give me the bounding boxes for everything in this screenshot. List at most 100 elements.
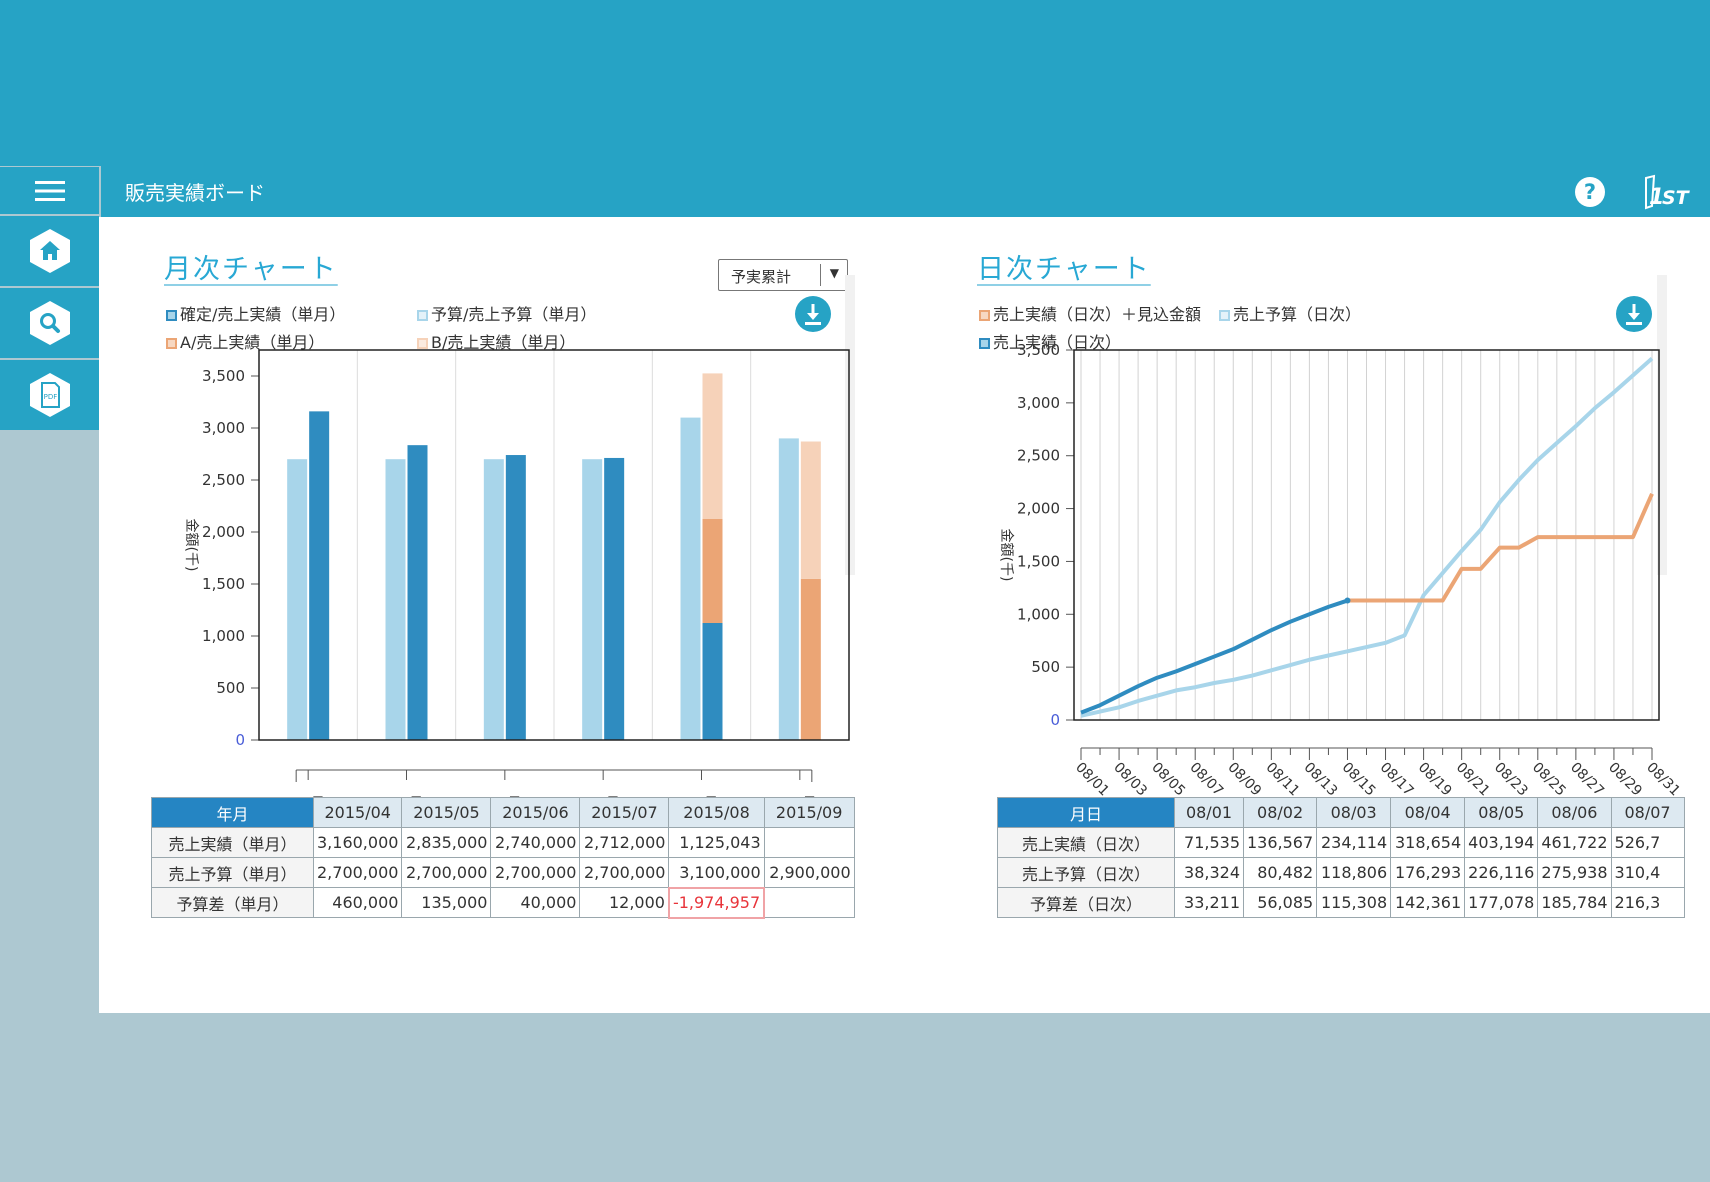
table-cell: 38,324 xyxy=(1174,857,1244,888)
monthly-chart-title: 月次チャート xyxy=(164,254,338,285)
bar-actual xyxy=(702,623,723,740)
monthly-col-header: 2015/08 xyxy=(668,797,765,828)
y-tick-label: 3,500 xyxy=(202,367,245,385)
row-header: 予算差（日次） xyxy=(997,887,1175,918)
monthly-legend-budget[interactable]: 予算/売上予算（単月） xyxy=(417,301,596,325)
top-band xyxy=(0,0,1710,166)
table-cell: 2,700,000 xyxy=(490,857,581,888)
x-tick-label: 08/13 xyxy=(1301,760,1341,800)
table-cell: 1,125,043 xyxy=(668,827,765,858)
table-cell: 33,211 xyxy=(1174,887,1244,918)
negative-cell: -1,974,957 xyxy=(667,886,766,919)
daily-download-icon[interactable] xyxy=(1615,295,1653,333)
help-icon[interactable]: ? xyxy=(1574,176,1606,208)
table-cell: 185,784 xyxy=(1537,887,1612,918)
table-cell: 177,078 xyxy=(1464,887,1539,918)
pdf-icon-label: PDF xyxy=(43,393,57,401)
table-cell: 40,000 xyxy=(490,887,581,918)
daily-scrollbar[interactable] xyxy=(1657,275,1667,575)
sidebar: PDF xyxy=(0,166,99,432)
daily-legend-actual[interactable]: 売上実績（日次） xyxy=(979,329,1121,353)
table-cell: 142,361 xyxy=(1390,887,1466,918)
table-cell: 2,740,000 xyxy=(490,827,581,858)
y-tick-label: 1,500 xyxy=(202,575,245,593)
x-tick-label: 08/09 xyxy=(1224,760,1264,800)
x-tick-label: 08/31 xyxy=(1643,760,1683,800)
monthly-table-corner: 年月 xyxy=(151,797,314,828)
monthly-legend-b[interactable]: B/売上実績（単月） xyxy=(417,329,575,353)
x-tick-label: 08/15 xyxy=(1339,760,1379,800)
hamburger-icon xyxy=(34,180,65,201)
daily-col-header: 08/05 xyxy=(1464,797,1539,828)
daily-table-viewport[interactable]: 月日 08/01 08/02 08/03 08/04 08/05 08/06 0… xyxy=(997,797,1710,937)
monthly-legend-actual[interactable]: 確定/売上実績（単月） xyxy=(166,301,345,325)
y-tick-label: 2,000 xyxy=(1017,500,1060,518)
x-tick-label: 08/17 xyxy=(1377,760,1417,800)
monthly-chart: 05001,0001,5002,0002,5003,0003,500金額(千)0… xyxy=(183,349,850,812)
table-cell: 526,7 xyxy=(1610,827,1685,858)
x-tick-label: 08/01 xyxy=(1072,760,1112,800)
y-tick-label: 2,500 xyxy=(1017,447,1060,465)
table-cell: 2,835,000 xyxy=(401,827,492,858)
bar-budget xyxy=(385,459,406,740)
y-tick-label: 2,500 xyxy=(202,471,245,489)
daily-col-header: 08/04 xyxy=(1390,797,1466,828)
y-tick-label: 1,500 xyxy=(1017,552,1060,570)
menu-button[interactable] xyxy=(0,166,99,216)
y-tick-label: 0 xyxy=(235,731,245,749)
monthly-scrollbar[interactable] xyxy=(845,275,855,575)
monthly-col-header: 2015/06 xyxy=(490,797,581,828)
table-row: 予算差（単月） 460,000 135,000 40,000 12,000 -1… xyxy=(151,886,855,919)
daily-col-header: 08/03 xyxy=(1316,797,1392,828)
brand-logo: 1 ST xyxy=(1645,174,1691,210)
search-button[interactable] xyxy=(0,288,99,360)
daily-table: 月日 08/01 08/02 08/03 08/04 08/05 08/06 0… xyxy=(997,797,1685,918)
daily-legend-forecast[interactable]: 売上実績（日次）＋見込金額 xyxy=(979,301,1201,325)
table-cell: 460,000 xyxy=(312,887,403,918)
mode-dropdown[interactable]: 予実累計 ▼ xyxy=(718,259,848,291)
home-button[interactable] xyxy=(0,216,99,288)
daily-legend-budget[interactable]: 売上予算（日次） xyxy=(1219,301,1361,325)
bar-budget xyxy=(483,459,504,740)
bar-a xyxy=(800,578,821,740)
table-cell: 2,700,000 xyxy=(312,857,403,888)
table-cell: 310,4 xyxy=(1610,857,1685,888)
table-cell: 2,900,000 xyxy=(763,857,855,888)
table-cell: 136,567 xyxy=(1242,827,1318,858)
table-cell: 2,700,000 xyxy=(401,857,492,888)
table-cell xyxy=(763,827,855,858)
row-header: 予算差（単月） xyxy=(151,887,314,918)
pdf-button[interactable]: PDF xyxy=(0,360,99,432)
monthly-download-icon[interactable] xyxy=(794,295,832,333)
monthly-col-header: 2015/07 xyxy=(579,797,670,828)
home-icon xyxy=(29,229,70,273)
x-tick-label: 08/21 xyxy=(1453,760,1493,800)
daily-chart-title: 日次チャート xyxy=(977,254,1151,285)
monthly-col-header: 2015/05 xyxy=(401,797,492,828)
line-budget xyxy=(1080,356,1654,718)
monthly-legend-a[interactable]: A/売上実績（単月） xyxy=(166,329,324,353)
daily-chart: 0 500 1,000 1,500 2,000 2,500 3,000 3,500 金額(千) 0… xyxy=(998,341,1683,799)
table-cell: 275,938 xyxy=(1537,857,1612,888)
actual-end-point xyxy=(1344,597,1351,604)
plot-frame xyxy=(1073,349,1660,721)
table-cell: 56,085 xyxy=(1242,887,1318,918)
table-row: 売上予算（単月） 2,700,000 2,700,000 2,700,000 2… xyxy=(151,857,855,888)
x-tick-label: 08/07 xyxy=(1186,760,1226,800)
y-tick-label: 2,000 xyxy=(202,523,245,541)
y-axis-label: 金額(千) xyxy=(183,519,199,572)
mode-dropdown-value: 予実累計 xyxy=(731,268,792,286)
table-cell: 2,712,000 xyxy=(579,827,670,858)
bar-actual xyxy=(407,445,428,740)
table-row: 売上実績（日次） 71,535 136,567 234,114 318,654 … xyxy=(997,827,1685,858)
daily-col-header: 08/06 xyxy=(1537,797,1612,828)
y-tick-label: 3,000 xyxy=(202,419,245,437)
table-cell: 80,482 xyxy=(1242,857,1318,888)
table-cell: 403,194 xyxy=(1464,827,1539,858)
daily-table-corner: 月日 xyxy=(997,797,1175,828)
x-tick-label: 08/11 xyxy=(1263,760,1303,800)
table-cell: 226,116 xyxy=(1464,857,1539,888)
row-header: 売上実績（単月） xyxy=(151,827,314,858)
y-tick-label: 500 xyxy=(216,679,245,697)
daily-col-header: 08/01 xyxy=(1174,797,1244,828)
